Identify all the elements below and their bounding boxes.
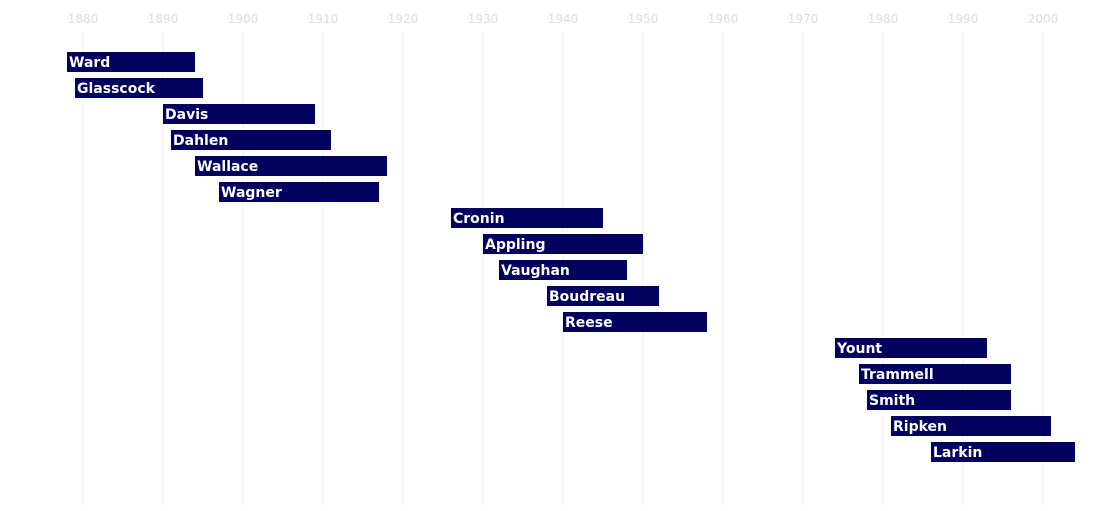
bar-ripken: Ripken [891,416,1051,436]
bar-label: Wagner [221,185,282,201]
bar-label: Reese [565,315,613,331]
x-tick-label: 1980 [868,12,899,26]
bar-label: Dahlen [173,133,228,149]
bar-yount: Yount [835,338,987,358]
bar-appling: Appling [483,234,643,254]
bar-label: Ripken [893,419,947,435]
bar-boudreau: Boudreau [547,286,659,306]
bar-rect [451,208,603,228]
bar-wagner: Wagner [219,182,379,202]
x-tick-label: 1940 [548,12,579,26]
bar-ward: Ward [67,52,195,72]
bar-rect [171,130,331,150]
bar-rect [67,52,195,72]
x-tick-label: 1970 [788,12,819,26]
bar-rect [499,260,627,280]
bar-rect [891,416,1051,436]
bar-rect [219,182,379,202]
bar-label: Trammell [861,367,934,383]
x-tick-label: 1930 [468,12,499,26]
bar-label: Boudreau [549,289,625,305]
bar-label: Cronin [453,211,505,227]
bar-label: Ward [69,55,110,71]
bar-smith: Smith [867,390,1011,410]
bar-rect [835,338,987,358]
bar-rect [547,286,659,306]
x-tick-label: 1920 [388,12,419,26]
x-tick-label: 1960 [708,12,739,26]
x-tick-label: 1900 [228,12,259,26]
bar-rect [563,312,707,332]
bar-rect [75,78,203,98]
bar-label: Glasscock [77,81,156,97]
bar-rect [931,442,1075,462]
x-tick-label: 1880 [68,12,99,26]
x-tick-label: 2000 [1028,12,1059,26]
bar-wallace: Wallace [195,156,387,176]
bar-reese: Reese [563,312,707,332]
x-tick-label: 1890 [148,12,179,26]
bar-label: Vaughan [501,263,570,279]
bar-rect [195,156,387,176]
bar-glasscock: Glasscock [75,78,203,98]
x-tick-label: 1910 [308,12,339,26]
bar-rect [859,364,1011,384]
x-axis-ticks: 1880 1890 1900 1910 1920 1930 1940 1950 1960 1970… [68,12,1059,26]
bar-label: Larkin [933,445,982,461]
bar-label: Davis [165,107,208,123]
bar-davis: Davis [163,104,315,124]
bar-larkin: Larkin [931,442,1075,462]
bar-cronin: Cronin [451,208,603,228]
bar-label: Smith [869,393,915,409]
bar-rect [867,390,1011,410]
x-tick-label: 1990 [948,12,979,26]
bar-rect [483,234,643,254]
bar-rect [163,104,315,124]
bar-dahlen: Dahlen [171,130,331,150]
bar-label: Wallace [197,159,258,175]
bar-trammell: Trammell [859,364,1011,384]
bars: Ward Glasscock Davis Dahlen Wallace Wagner Cro… [67,52,1075,462]
bar-vaughan: Vaughan [499,260,627,280]
x-tick-label: 1950 [628,12,659,26]
bar-label: Yount [836,341,882,357]
bar-label: Appling [485,237,545,253]
